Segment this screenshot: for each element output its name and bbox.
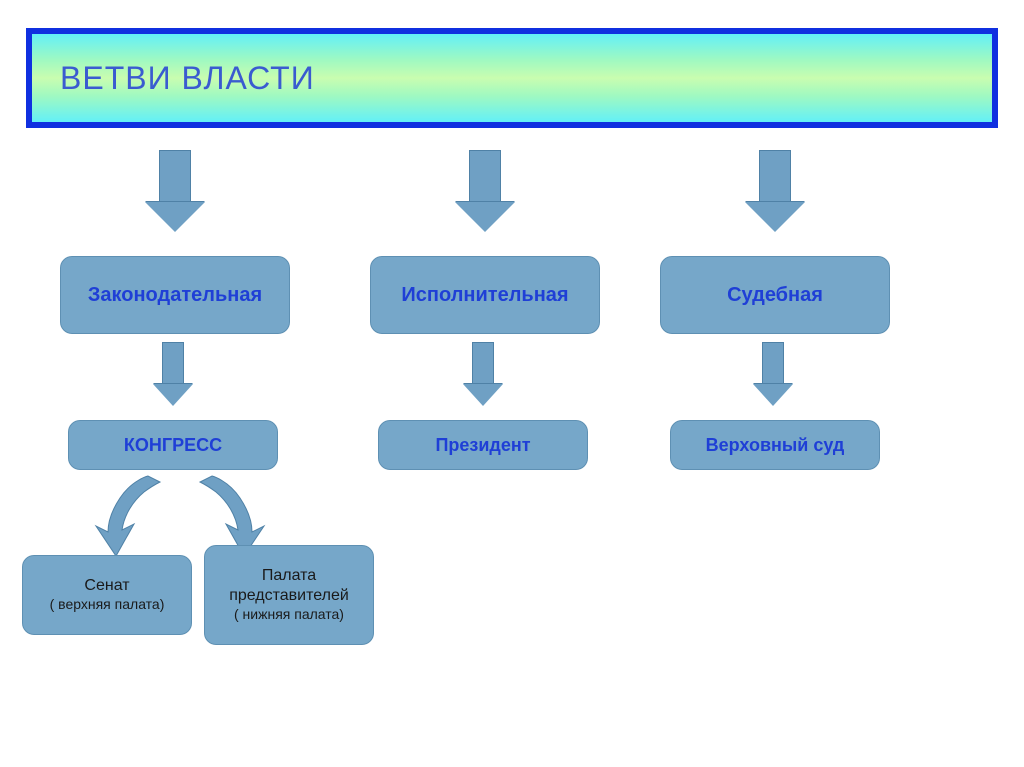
arrow-title-to-judicial: [745, 150, 805, 232]
leaf-house: Палата представителей ( нижняя палата): [204, 545, 374, 645]
leaf-content: Сенат ( верхняя палата): [50, 576, 165, 614]
arrow-stem: [469, 150, 501, 203]
arrow-title-to-legislative: [145, 150, 205, 232]
leaf-label: Палата представителей: [205, 566, 373, 606]
title-text: ВЕТВИ ВЛАСТИ: [60, 60, 315, 97]
arrow-legislative-to-congress: [153, 342, 193, 406]
arrow-head-icon: [153, 384, 193, 406]
leaf-label: Сенат: [50, 576, 165, 596]
curved-arrow-to-senate: [90, 470, 180, 560]
branch-judicial: Судебная: [660, 256, 890, 334]
leaf-sublabel: ( верхняя палата): [50, 596, 165, 614]
arrow-head-icon: [455, 202, 515, 232]
sub-court: Верховный суд: [670, 420, 880, 470]
arrow-title-to-executive: [455, 150, 515, 232]
sub-president: Президент: [378, 420, 588, 470]
arrow-head-icon: [145, 202, 205, 232]
leaf-content: Палата представителей ( нижняя палата): [205, 566, 373, 624]
sub-label: КОНГРЕСС: [124, 434, 222, 457]
branch-label: Судебная: [727, 283, 823, 308]
arrow-head-icon: [463, 384, 503, 406]
arrow-stem: [472, 342, 494, 385]
arrow-head-icon: [745, 202, 805, 232]
arrow-stem: [162, 342, 184, 385]
arrow-stem: [762, 342, 784, 385]
sub-label: Президент: [435, 434, 530, 457]
title-box: ВЕТВИ ВЛАСТИ: [26, 28, 998, 128]
arrow-stem: [759, 150, 791, 203]
sub-label: Верховный суд: [706, 434, 845, 457]
curved-arrow-icon: [200, 476, 264, 556]
branch-legislative: Законодательная: [60, 256, 290, 334]
curved-arrow-icon: [96, 476, 160, 556]
branch-label: Законодательная: [88, 283, 262, 308]
arrow-head-icon: [753, 384, 793, 406]
branch-label: Исполнительная: [401, 283, 568, 308]
leaf-senate: Сенат ( верхняя палата): [22, 555, 192, 635]
leaf-sublabel: ( нижняя палата): [205, 606, 373, 624]
arrow-executive-to-president: [463, 342, 503, 406]
arrow-judicial-to-court: [753, 342, 793, 406]
arrow-stem: [159, 150, 191, 203]
branch-executive: Исполнительная: [370, 256, 600, 334]
sub-congress: КОНГРЕСС: [68, 420, 278, 470]
